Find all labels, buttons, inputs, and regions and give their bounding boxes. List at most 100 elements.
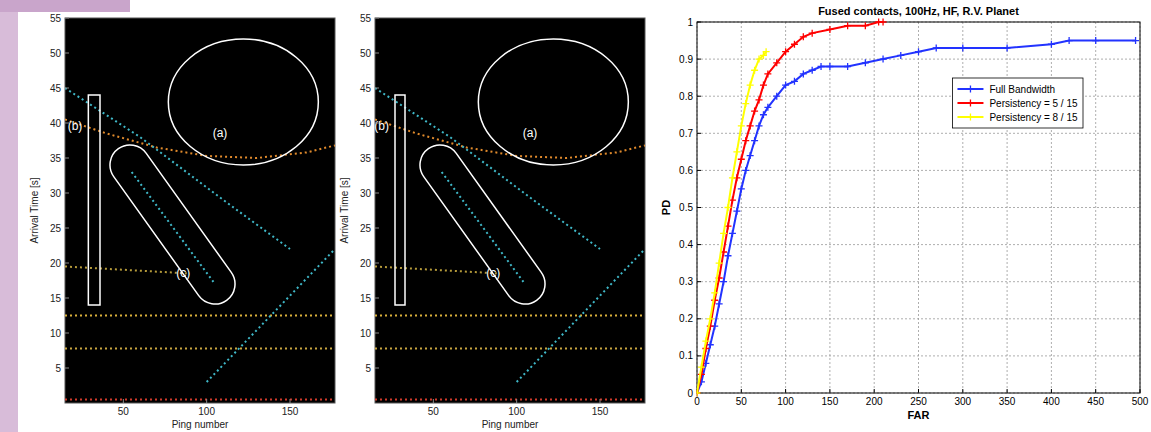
annotation-rect <box>395 95 405 305</box>
marker <box>707 315 714 322</box>
y-tick-label: 0.9 <box>679 54 693 65</box>
marker <box>738 156 745 163</box>
marker <box>773 59 780 66</box>
x-tick <box>516 399 517 403</box>
y-tick <box>65 123 69 124</box>
y-tick <box>375 88 379 89</box>
marker <box>800 33 807 40</box>
marker <box>756 122 763 129</box>
marker <box>764 104 771 111</box>
margin-block <box>0 0 130 12</box>
marker <box>742 137 749 144</box>
legend-marker <box>967 100 974 107</box>
y-tick <box>697 170 701 171</box>
legend-label: Persistency = 5 / 15 <box>989 98 1078 109</box>
y-tick-label: 10 <box>50 328 62 339</box>
y-tick <box>697 318 701 319</box>
marker <box>697 390 701 397</box>
y-tick-label: 15 <box>360 293 372 304</box>
track <box>65 315 335 317</box>
marker <box>725 204 732 211</box>
marker <box>697 390 701 397</box>
margin-strip <box>0 0 18 432</box>
track <box>517 249 645 382</box>
plot-area <box>375 88 645 400</box>
track <box>375 88 600 249</box>
marker <box>809 67 816 74</box>
y-tick <box>65 18 69 19</box>
plot-area <box>697 19 1140 397</box>
x-tick <box>874 389 875 393</box>
annotation-rect <box>88 95 100 305</box>
marker <box>702 338 709 345</box>
y-tick-label: 0.2 <box>679 313 693 324</box>
y-tick <box>375 263 379 264</box>
y-tick-label: 0 <box>687 388 693 399</box>
y-tick <box>65 88 69 89</box>
x-tick-label: 100 <box>508 406 525 417</box>
y-tick-label: 35 <box>50 153 62 164</box>
marker <box>720 230 727 237</box>
x-tick-label: 400 <box>1043 396 1060 407</box>
y-tick-label: 30 <box>360 188 372 199</box>
marker <box>844 63 851 70</box>
x-tick-label: 100 <box>777 396 794 407</box>
legend-marker <box>967 114 974 121</box>
annotation-ellipse <box>478 39 628 165</box>
x-tick-label: 0 <box>694 396 700 407</box>
y-tick <box>65 368 69 369</box>
x-tick <box>829 389 830 393</box>
track <box>442 172 525 284</box>
annotation-label: (b) <box>68 119 83 133</box>
x-tick <box>741 389 742 393</box>
roc-line <box>697 22 883 393</box>
marker <box>826 63 833 70</box>
marker <box>725 252 732 259</box>
x-axis-title: Ping number <box>482 419 539 430</box>
y-tick-label: 40 <box>50 118 62 129</box>
y-grid <box>697 170 1140 171</box>
y-tick-label: 0.6 <box>679 165 693 176</box>
annotation-capsule <box>412 137 553 312</box>
y-tick-label: 20 <box>360 258 372 269</box>
page: (a)(b)(c)50100150510152025303540455055Pi… <box>0 0 1151 432</box>
plot-background <box>65 18 335 403</box>
marker <box>751 67 758 74</box>
roc-line <box>697 52 766 393</box>
marker <box>760 111 767 118</box>
x-tick <box>433 399 434 403</box>
marker <box>764 70 771 77</box>
y-tick-label: 40 <box>360 118 372 129</box>
y-tick <box>375 333 379 334</box>
plot-background <box>375 18 645 403</box>
y-tick <box>65 53 69 54</box>
y-tick-label: 55 <box>360 13 372 24</box>
y-axis-title: Arrival Time [s] <box>29 177 40 243</box>
y-tick <box>697 96 701 97</box>
marker <box>751 137 758 144</box>
y-tick-label: 55 <box>50 13 62 24</box>
y-tick-label: 50 <box>360 48 372 59</box>
marker <box>756 96 763 103</box>
y-tick <box>375 123 379 124</box>
sonar-panel: (a)(b)(c)50100150510152025303540455055Pi… <box>339 13 645 431</box>
marker <box>880 56 887 63</box>
y-tick <box>697 207 701 208</box>
marker <box>751 108 758 115</box>
marker <box>773 93 780 100</box>
track <box>65 267 190 274</box>
track <box>375 267 500 274</box>
y-tick <box>375 158 379 159</box>
marker <box>818 63 825 70</box>
x-axis-title: FAR <box>908 409 930 421</box>
track <box>65 120 335 159</box>
x-tick-label: 250 <box>910 396 927 407</box>
marker <box>844 22 851 29</box>
annotation-capsule <box>102 137 243 312</box>
marker <box>729 174 736 181</box>
x-tick-label: 350 <box>999 396 1016 407</box>
track <box>375 399 645 401</box>
x-tick-label: 500 <box>1132 396 1149 407</box>
track <box>65 88 290 249</box>
marker <box>720 278 727 285</box>
